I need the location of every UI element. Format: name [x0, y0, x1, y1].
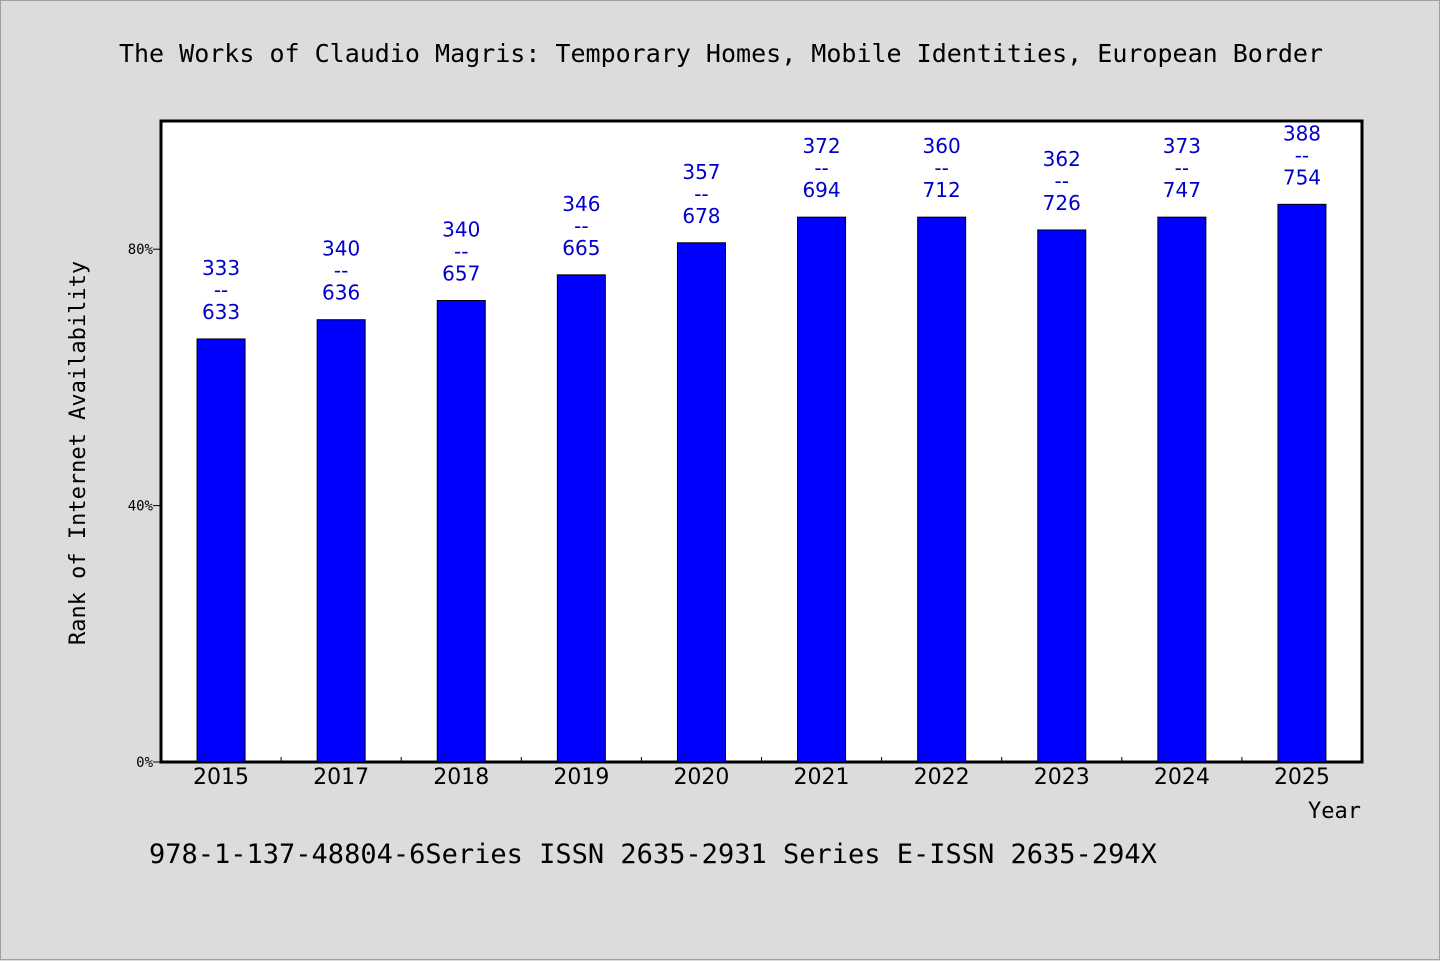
data-label-2022-line-2: -- [934, 156, 948, 180]
chart-title: The Works of Claudio Magris: Temporary H… [119, 39, 1323, 68]
data-label-2024-line-1: 373 [1163, 134, 1201, 158]
data-label-2015-line-1: 333 [202, 256, 240, 280]
y-tick-label-80: 80% [128, 242, 154, 258]
x-axis: 2015 2017 2018 2019 2020 2021 2022 2023 2024 2025 [193, 757, 1330, 790]
bar-2022 [917, 216, 967, 763]
x-tick-label-2023: 2023 [1034, 765, 1090, 790]
x-tick-label-2022: 2022 [914, 765, 970, 790]
x-axis-label: Year [1308, 799, 1361, 824]
x-tick-label-2025: 2025 [1274, 765, 1330, 790]
data-label-2025-line-2: -- [1295, 143, 1309, 167]
y-tick-label-40: 40% [128, 499, 154, 515]
data-label-2024-line-3: 747 [1163, 178, 1201, 202]
footer-text: 978-1-137-48804-6Series ISSN 2635-2931 S… [149, 839, 1157, 870]
bars-group [196, 203, 1327, 763]
bar-2020 [676, 242, 726, 763]
x-tick-label-2021: 2021 [794, 765, 850, 790]
data-label-2025-line-1: 388 [1283, 121, 1321, 145]
x-tick-label-2024: 2024 [1154, 765, 1210, 790]
y-axis-label: Rank of Internet Availability [66, 261, 91, 645]
data-label-2020-line-1: 357 [682, 160, 720, 184]
data-label-2021-line-3: 694 [802, 178, 840, 202]
bar-2019 [556, 274, 606, 763]
data-label-2017-line-1: 340 [322, 237, 360, 261]
data-label-2024-line-2: -- [1175, 156, 1189, 180]
bar-2025 [1277, 203, 1327, 763]
x-tick-label-2020: 2020 [673, 765, 729, 790]
data-label-2017-line-2: -- [334, 259, 348, 283]
data-label-2021-line-2: -- [814, 156, 828, 180]
bar-2023 [1037, 229, 1087, 763]
x-tick-label-2015: 2015 [193, 765, 249, 790]
data-label-2019-line-3: 665 [562, 236, 600, 260]
y-tick-label-0: 0% [136, 755, 153, 771]
y-axis: 0% 40% 80% [128, 242, 161, 771]
data-label-2018-line-2: -- [454, 239, 468, 263]
data-label-2015-line-3: 633 [202, 300, 240, 324]
data-label-2020-line-2: -- [694, 182, 708, 206]
data-label-2019-line-1: 346 [562, 192, 600, 216]
data-label-2017-line-3: 636 [322, 281, 360, 305]
data-label-2019-line-2: -- [574, 214, 588, 238]
bar-2015 [196, 338, 246, 763]
data-labels-group: 333--633340--636340--657346--665357--678… [202, 121, 1321, 324]
x-tick-label-2018: 2018 [433, 765, 489, 790]
data-label-2018-line-1: 340 [442, 217, 480, 241]
data-label-2022-line-1: 360 [923, 134, 961, 158]
data-label-2021-line-1: 372 [802, 134, 840, 158]
data-label-2018-line-3: 657 [442, 261, 480, 285]
data-label-2025-line-3: 754 [1283, 165, 1321, 189]
data-label-2023-line-1: 362 [1043, 147, 1081, 171]
data-label-2015-line-2: -- [214, 278, 228, 302]
x-tick-label-2017: 2017 [313, 765, 369, 790]
x-tick-label-2019: 2019 [553, 765, 609, 790]
data-label-2023-line-3: 726 [1043, 191, 1081, 215]
bar-2018 [436, 299, 486, 763]
data-label-2022-line-3: 712 [923, 178, 961, 202]
bar-2021 [797, 216, 847, 763]
data-label-2020-line-3: 678 [682, 204, 720, 228]
data-label-2023-line-2: -- [1055, 169, 1069, 193]
bar-2024 [1157, 216, 1207, 763]
bar-2017 [316, 319, 366, 763]
